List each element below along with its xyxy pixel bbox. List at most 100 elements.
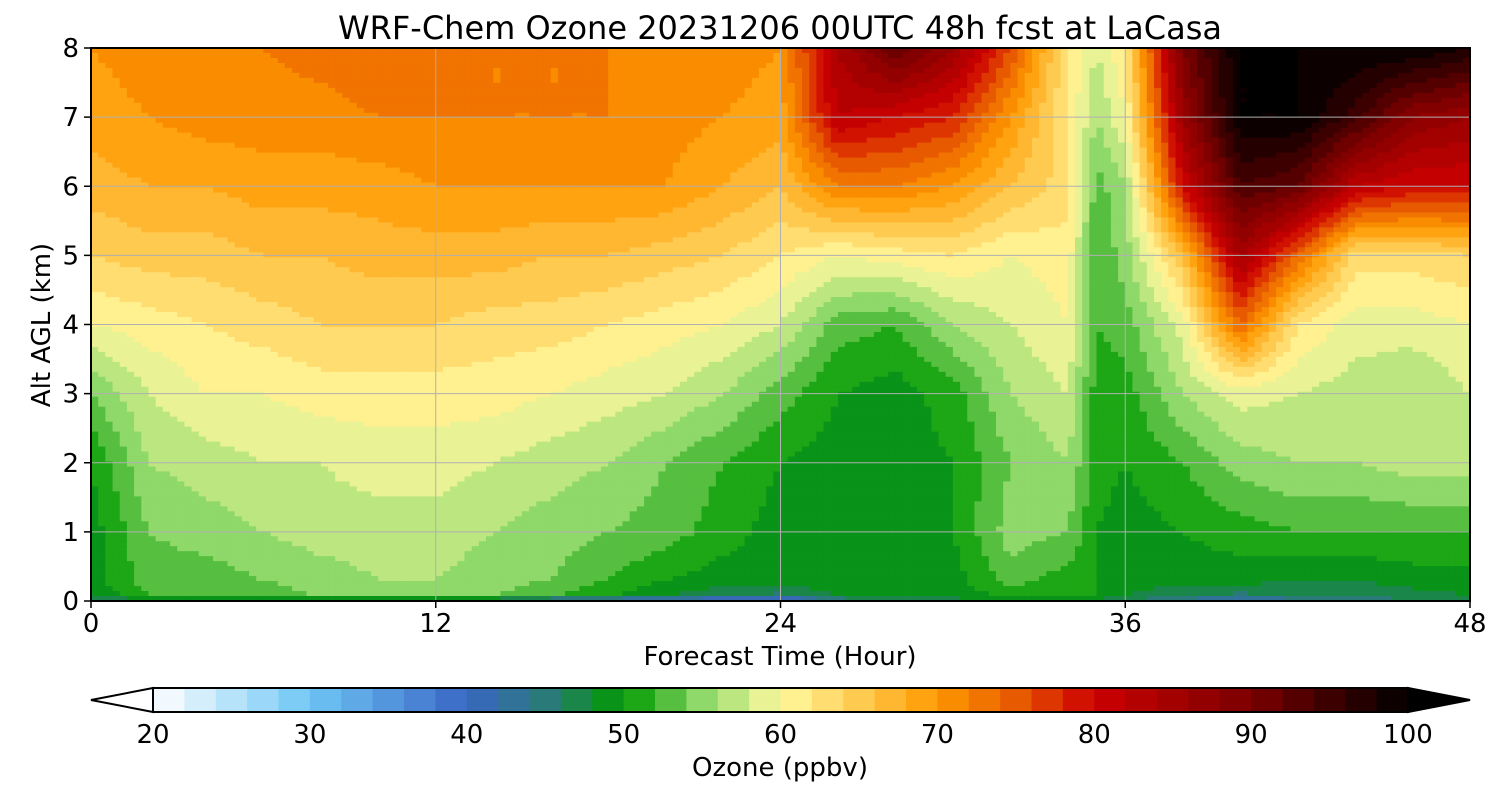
- contour-cell: [809, 127, 818, 134]
- contour-cell: [787, 97, 796, 104]
- contour-cell: [708, 117, 717, 124]
- contour-cell: [342, 132, 351, 139]
- contour-cell: [1197, 107, 1205, 114]
- contour-cell: [1153, 112, 1162, 119]
- contour-cell: [672, 112, 681, 119]
- contour-cell: [1376, 112, 1385, 119]
- contour-cell: [184, 77, 193, 84]
- contour-cell: [852, 82, 861, 89]
- contour-cell: [220, 137, 229, 144]
- contour-cell: [1153, 157, 1162, 164]
- contour-cell: [112, 132, 121, 139]
- contour-cell: [665, 147, 674, 154]
- contour-cell: [119, 87, 128, 94]
- contour-cell: [1046, 122, 1055, 129]
- contour-cell: [1326, 82, 1335, 89]
- contour-cell: [306, 97, 315, 104]
- contour-cell: [615, 92, 624, 99]
- contour-cell: [356, 102, 365, 109]
- contour-cell: [823, 82, 832, 89]
- contour-cell: [536, 77, 545, 84]
- contour-cell: [1326, 77, 1335, 84]
- contour-cell: [859, 127, 868, 134]
- contour-cell: [1053, 112, 1062, 119]
- contour-cell: [672, 97, 681, 104]
- contour-cell: [536, 87, 545, 94]
- contour-cell: [931, 57, 940, 64]
- contour-cell: [579, 132, 588, 139]
- contour-cell: [191, 72, 200, 79]
- contour-cell: [249, 122, 257, 129]
- contour-cell: [715, 132, 724, 139]
- contour-cell: [960, 172, 968, 179]
- contour-cell: [1182, 107, 1191, 114]
- contour-cell: [701, 137, 710, 144]
- contour-cell: [1419, 77, 1428, 84]
- contour-cell: [701, 97, 710, 104]
- contour-cell: [995, 77, 1004, 84]
- contour-cell: [112, 52, 121, 59]
- contour-cell: [945, 117, 954, 124]
- contour-cell: [758, 127, 767, 134]
- contour-cell: [1017, 152, 1026, 159]
- contour-cell: [1053, 87, 1062, 94]
- contour-cell: [1326, 72, 1335, 79]
- contour-cell: [1168, 67, 1177, 74]
- contour-cell: [184, 102, 193, 109]
- contour-cell: [249, 157, 257, 164]
- contour-cell: [837, 52, 846, 59]
- contour-cell: [1362, 127, 1371, 134]
- contour-cell: [816, 52, 825, 59]
- contour-cell: [1125, 147, 1134, 154]
- contour-cell: [758, 92, 767, 99]
- contour-cell: [536, 172, 545, 179]
- contour-cell: [1204, 102, 1213, 109]
- contour-cell: [1010, 147, 1019, 154]
- contour-cell: [665, 122, 674, 129]
- contour-cell: [428, 137, 437, 144]
- contour-cell: [421, 132, 430, 139]
- contour-cell: [263, 122, 272, 129]
- contour-cell: [945, 132, 954, 139]
- contour-cell: [1074, 107, 1083, 114]
- contour-cell: [450, 127, 458, 134]
- contour-cell: [859, 147, 868, 154]
- contour-cell: [392, 67, 401, 74]
- contour-cell: [1110, 152, 1119, 159]
- contour-cell: [572, 132, 580, 139]
- contour-cell: [450, 102, 458, 109]
- contour-cell: [507, 82, 516, 89]
- contour-cell: [830, 102, 839, 109]
- contour-cell: [1290, 67, 1299, 74]
- contour-cell: [1383, 167, 1392, 174]
- contour-cell: [320, 157, 329, 164]
- contour-cell: [636, 77, 645, 84]
- contour-cell: [622, 122, 631, 129]
- contour-cell: [1383, 152, 1392, 159]
- contour-cell: [1355, 48, 1363, 54]
- contour-cell: [615, 97, 624, 104]
- contour-cell: [1376, 107, 1385, 114]
- contour-cell: [715, 127, 724, 134]
- contour-cell: [1197, 87, 1205, 94]
- contour-cell: [256, 67, 264, 74]
- contour-cell: [277, 112, 286, 119]
- contour-cell: [313, 117, 322, 124]
- contour-cell: [1261, 82, 1270, 89]
- contour-cell: [1161, 122, 1169, 129]
- contour-cell: [435, 152, 444, 159]
- contour-cell: [1311, 92, 1320, 99]
- contour-cell: [557, 137, 566, 144]
- contour-cell: [464, 112, 473, 119]
- contour-cell: [636, 132, 645, 139]
- contour-cell: [708, 97, 717, 104]
- contour-cell: [1426, 152, 1435, 159]
- contour-cell: [1390, 162, 1399, 169]
- contour-cell: [1448, 57, 1457, 64]
- contour-cell: [723, 72, 731, 79]
- contour-cell: [1074, 92, 1083, 99]
- contour-cell: [1146, 97, 1155, 104]
- contour-cell: [464, 87, 473, 94]
- contour-cell: [428, 67, 437, 74]
- contour-cell: [852, 167, 861, 174]
